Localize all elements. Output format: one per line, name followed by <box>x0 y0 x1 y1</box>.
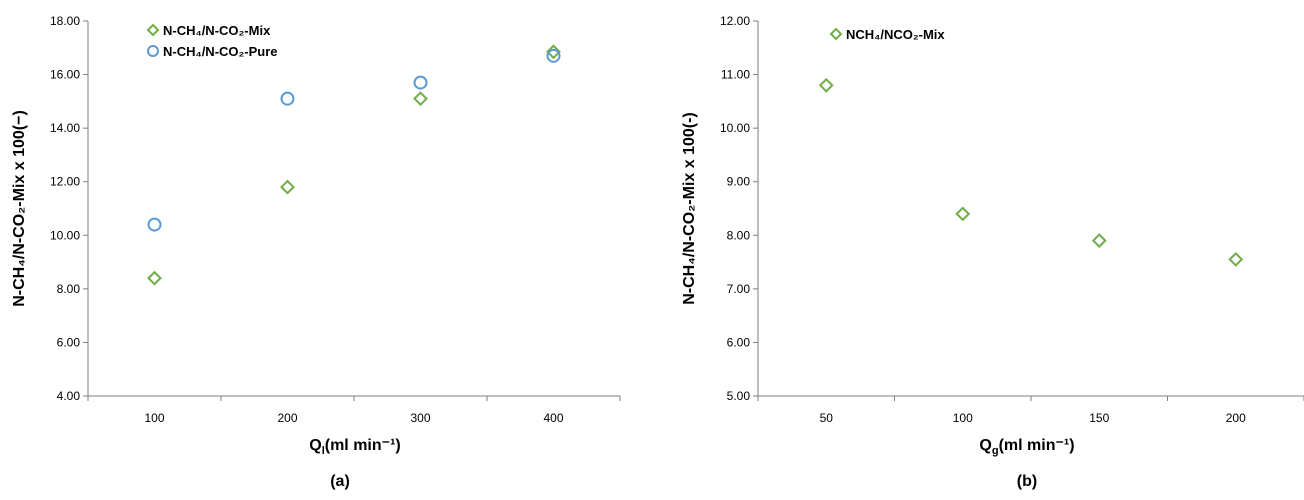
x-tick-label: 50 <box>820 411 834 425</box>
data-point-diamond <box>955 206 971 222</box>
x-axis-title-unit: (ml min⁻¹) <box>325 437 401 454</box>
y-tick-label: 8.00 <box>57 282 81 296</box>
legend-circle-icon <box>147 45 159 57</box>
legend-entry: N-CH₄/N-CO₂-Pure <box>147 44 278 59</box>
y-tick-label: 6.00 <box>57 335 81 349</box>
x-tick-label: 100 <box>953 411 973 425</box>
panel-label: (b) <box>1017 473 1037 490</box>
x-axis-title: Qg(ml min⁻¹) <box>979 437 1074 457</box>
y-tick-label: 11.00 <box>721 68 750 82</box>
data-point-circle <box>413 75 428 90</box>
panel-label: (a) <box>330 473 350 490</box>
legend-diamond-icon <box>146 23 160 37</box>
y-tick-label: 5.00 <box>727 389 751 403</box>
data-point-diamond <box>1228 251 1244 267</box>
x-tick-label: 100 <box>144 411 164 425</box>
x-tick-label: 200 <box>277 411 297 425</box>
legend-diamond-icon <box>829 27 843 41</box>
y-tick-label: 12.00 <box>720 14 750 28</box>
data-point-diamond <box>147 270 162 286</box>
y-tick-label: 18.00 <box>50 14 80 28</box>
y-tick-label: 9.00 <box>727 175 751 189</box>
y-tick-label: 4.00 <box>57 389 81 403</box>
series-circle <box>147 48 561 232</box>
y-tick-label: 12.00 <box>50 175 80 189</box>
x-tick-label: 400 <box>543 411 563 425</box>
x-axis-title-subscript: g <box>992 445 999 457</box>
chart-panel-a: 4.00 6.00 8.00 10.00 12.00 14.00 16.00 18.00 100… <box>11 14 621 490</box>
y-tick-label: 8.00 <box>727 228 751 242</box>
legend-entry: NCH₄/NCO₂-Mix <box>829 27 945 42</box>
x-axis-title-main: Q <box>309 437 321 454</box>
x-tick-label: 150 <box>1089 411 1109 425</box>
y-axis-title: N-CH₄/N-CO₂-Mix x 100(−) <box>11 110 28 307</box>
x-axis-title-subscript: l <box>322 445 325 457</box>
data-point-diamond <box>1091 233 1107 249</box>
data-point-circle <box>280 91 295 106</box>
y-tick-label: 14.00 <box>50 121 80 135</box>
data-point-circle <box>147 217 162 232</box>
x-axis-title: Ql(ml min⁻¹) <box>309 437 401 457</box>
y-tick-label: 10.00 <box>50 228 80 242</box>
data-point-diamond <box>546 44 561 60</box>
chart-panel-b: 5.00 6.00 7.00 8.00 9.00 10.00 11.00 12.00 50 100… <box>681 14 1304 490</box>
data-point-circle <box>546 48 561 63</box>
data-point-diamond <box>280 179 295 195</box>
legend-label: N-CH₄/N-CO₂-Mix <box>163 23 271 38</box>
y-tick-label: 7.00 <box>727 282 751 296</box>
x-axis-title-unit: (ml min⁻¹) <box>999 437 1075 454</box>
x-tick-label: 300 <box>410 411 430 425</box>
legend-label: NCH₄/NCO₂-Mix <box>846 27 945 42</box>
y-axis-title: N-CH₄/N-CO₂-Mix x 100(-) <box>681 112 698 305</box>
legend-entry: N-CH₄/N-CO₂-Mix <box>146 23 271 38</box>
data-point-diamond <box>818 77 834 93</box>
x-axis-title-main: Q <box>979 437 991 454</box>
y-tick-label: 16.00 <box>50 68 80 82</box>
series-diamond <box>147 44 561 286</box>
x-tick-label: 200 <box>1226 411 1246 425</box>
legend-label: N-CH₄/N-CO₂-Pure <box>163 44 278 59</box>
data-point-diamond <box>413 91 428 107</box>
y-tick-label: 10.00 <box>720 121 750 135</box>
series-diamond <box>818 77 1244 267</box>
y-tick-label: 6.00 <box>727 335 751 349</box>
